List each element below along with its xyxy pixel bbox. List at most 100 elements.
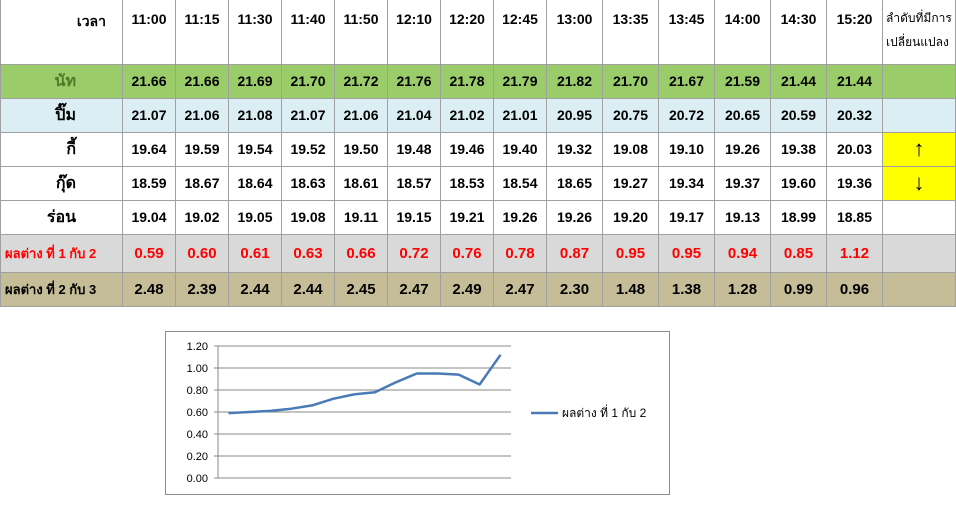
value-cell: 19.64 [122,131,176,167]
value-cell: 20.72 [658,97,715,133]
y-tick-label: 0.40 [187,429,208,441]
value-cell: 18.57 [387,165,441,201]
value-cell: 19.52 [281,131,335,167]
row-label: ผลต่าง ที่ 2 กับ 3 [0,271,123,307]
value-cell: 0.95 [602,233,659,273]
time-header-cell: 11:00 [122,0,176,65]
value-cell: 21.67 [658,63,715,99]
value-cell: 19.15 [387,199,441,235]
value-cell: 19.36 [826,165,883,201]
value-cell: 21.02 [440,97,494,133]
series-line [228,354,502,415]
row-label: ร่อน [0,199,123,235]
time-header-cell: 11:30 [228,0,282,65]
value-cell: 21.66 [175,63,229,99]
value-cell: 2.49 [440,271,494,307]
value-cell: 19.20 [602,199,659,235]
table-row: ผลต่าง ที่ 2 กับ 3 2.48 2.39 2.44 2.44 2.45 2.… [0,271,956,307]
value-cell: 0.78 [493,233,547,273]
value-cell: 18.63 [281,165,335,201]
value-cell: 0.60 [175,233,229,273]
value-cell: 21.07 [122,97,176,133]
value-cell: 21.59 [714,63,771,99]
table-row: ปิ๊ม 21.07 21.06 21.08 21.07 21.06 21.04 21.02 2… [0,97,956,133]
value-cell: 19.50 [334,131,388,167]
change-indicator-cell [882,97,956,133]
time-header-cell: 12:45 [493,0,547,65]
table-row: กุ๊ด 18.59 18.67 18.64 18.63 18.61 18.57 18.53 1… [0,165,956,201]
y-tick-label: 0.00 [187,473,208,485]
change-indicator-cell [882,271,956,307]
table-row: ร่อน 19.04 19.02 19.05 19.08 19.11 19.15 19.21 1… [0,199,956,235]
value-cell: 18.85 [826,199,883,235]
value-cell: 20.32 [826,97,883,133]
value-cell: 19.48 [387,131,441,167]
arrow-up-icon: ↑ [882,131,956,167]
value-cell: 19.32 [546,131,603,167]
value-cell: 0.87 [546,233,603,273]
value-cell: 2.44 [228,271,282,307]
value-cell: 21.70 [602,63,659,99]
value-cell: 19.13 [714,199,771,235]
row-label: นัท [0,63,123,99]
time-header-cell: 13:45 [658,0,715,65]
value-cell: 19.08 [281,199,335,235]
row-label: กุ๊ด [0,165,123,201]
table-row: นัท 21.66 21.66 21.69 21.70 21.72 21.76 21.78 21… [0,63,956,99]
value-cell: 19.59 [175,131,229,167]
value-cell: 0.63 [281,233,335,273]
y-tick-label: 0.80 [187,385,208,397]
value-cell: 2.44 [281,271,335,307]
y-tick-label: 0.20 [187,451,208,463]
time-header-cell: 11:15 [175,0,229,65]
value-cell: 19.40 [493,131,547,167]
value-cell: 19.08 [602,131,659,167]
table-row: กี้ 19.64 19.59 19.54 19.52 19.50 19.48 19.46 19… [0,131,956,167]
value-cell: 18.65 [546,165,603,201]
value-cell: 19.60 [770,165,827,201]
value-cell: 21.82 [546,63,603,99]
y-tick-label: 1.00 [187,363,208,375]
value-cell: 21.01 [493,97,547,133]
value-cell: 21.79 [493,63,547,99]
row-label: กี้ [0,131,123,167]
value-cell: 21.70 [281,63,335,99]
value-cell: 0.94 [714,233,771,273]
time-header-cell: 11:50 [334,0,388,65]
value-cell: 18.53 [440,165,494,201]
value-cell: 2.47 [493,271,547,307]
time-header-cell: 14:00 [714,0,771,65]
change-order-header: ลำดับที่มีการเปลี่ยนแปลง [882,0,956,65]
change-indicator-cell [882,199,956,235]
value-cell: 21.66 [122,63,176,99]
value-cell: 19.26 [714,131,771,167]
time-header-cell: 13:00 [546,0,603,65]
value-cell: 1.12 [826,233,883,273]
value-cell: 21.44 [770,63,827,99]
value-cell: 1.38 [658,271,715,307]
value-cell: 21.78 [440,63,494,99]
value-cell: 2.39 [175,271,229,307]
value-cell: 19.11 [334,199,388,235]
value-cell: 0.99 [770,271,827,307]
value-cell: 19.54 [228,131,282,167]
y-tick-label: 0.60 [187,407,208,419]
value-cell: 18.64 [228,165,282,201]
time-header-cell: 15:20 [826,0,883,65]
value-cell: 18.59 [122,165,176,201]
value-cell: 21.07 [281,97,335,133]
value-cell: 19.10 [658,131,715,167]
value-cell: 21.69 [228,63,282,99]
value-cell: 0.95 [658,233,715,273]
y-tick-label: 1.20 [187,341,208,353]
value-cell: 0.96 [826,271,883,307]
value-cell: 21.06 [175,97,229,133]
value-cell: 19.27 [602,165,659,201]
data-table: เวลา 11:00 11:15 11:30 11:40 11:50 12:10 12:20 1… [0,0,956,307]
chart-svg: 0.00 0.20 0.40 0.60 0.80 1.00 1.20 ผลต่าง ที่ 1… [187,341,647,485]
value-cell: 21.04 [387,97,441,133]
time-header-label: เวลา [0,0,123,65]
value-cell: 20.75 [602,97,659,133]
row-label: ผลต่าง ที่ 1 กับ 2 [0,233,123,273]
value-cell: 21.06 [334,97,388,133]
